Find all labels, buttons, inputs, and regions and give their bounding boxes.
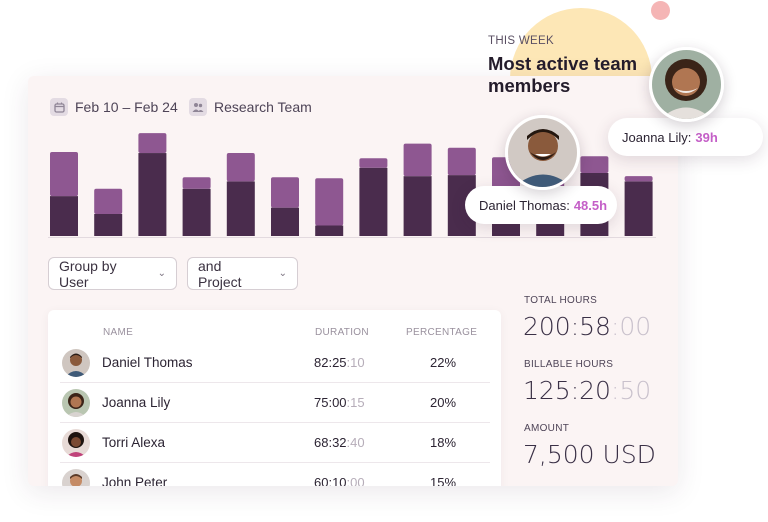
member-duration: 68:32:40 <box>314 435 365 450</box>
group-by-user-dropdown[interactable]: Group by User ⌄ <box>48 257 177 290</box>
column-header-percentage[interactable]: PERCENTAGE <box>406 327 478 338</box>
bar-segment-top <box>315 178 344 226</box>
member-name: Joanna Lily <box>102 395 171 410</box>
members-table: NAME DURATION PERCENTAGE Daniel Thomas 8… <box>48 310 501 486</box>
column-header-duration[interactable]: DURATION <box>315 327 369 338</box>
member-percentage: 20% <box>430 395 457 410</box>
table-row[interactable]: Torri Alexa 68:32:40 18% <box>60 423 490 463</box>
bar-segment-base <box>138 153 167 236</box>
decorative-pink-dot <box>651 1 670 20</box>
billable-hours-value: 125:20:50 <box>523 376 652 405</box>
calendar-icon <box>50 98 68 116</box>
bar-segment-base <box>359 167 388 236</box>
avatar-daniel <box>505 115 580 190</box>
most-active-title: Most active team members <box>488 53 638 96</box>
billable-hours-label: BILLABLE HOURS <box>524 359 614 370</box>
bar-segment-base <box>50 196 78 236</box>
member-hours-pill-daniel: Daniel Thomas: 48.5h <box>465 186 617 224</box>
bar-segment-base <box>271 207 299 236</box>
team-icon <box>189 98 207 116</box>
bar-segment-top <box>359 158 388 168</box>
bar-segment-base <box>226 181 255 236</box>
pill-member-hours: 39h <box>695 129 718 145</box>
bar-segment-top <box>50 152 78 197</box>
avatar <box>62 469 90 486</box>
team-label: Research Team <box>214 99 312 115</box>
group-by-label: Group by User <box>59 257 117 290</box>
table-row[interactable]: Joanna Lily 75:00:15 20% <box>60 383 490 423</box>
member-duration: 82:25:10 <box>314 355 365 370</box>
bar-segment-base <box>624 181 653 236</box>
member-duration: 75:00:15 <box>314 395 365 410</box>
bar-segment-base <box>315 225 344 236</box>
table-row[interactable]: John Peter 60:10:00 15% <box>60 463 490 486</box>
avatar-joanna <box>649 47 724 122</box>
bar-segment-base <box>182 188 211 236</box>
and-project-label: and Project <box>198 257 242 290</box>
member-percentage: 15% <box>430 475 457 486</box>
date-range-picker[interactable]: Feb 10 – Feb 24 <box>50 98 178 116</box>
bar-segment-top <box>94 188 123 214</box>
bar-segment-base <box>403 176 432 236</box>
report-card: Feb 10 – Feb 24 Research Team Group by U… <box>28 76 678 486</box>
pill-member-name: Joanna Lily: <box>622 129 692 145</box>
avatar <box>62 349 90 377</box>
avatar <box>62 389 90 417</box>
table-row[interactable]: Daniel Thomas 82:25:10 22% <box>60 343 490 383</box>
bar-segment-top <box>271 177 299 208</box>
total-hours-value: 200:58:00 <box>523 312 652 341</box>
chevron-down-icon: ⌄ <box>157 268 166 279</box>
this-week-label: THIS WEEK <box>488 35 554 47</box>
chevron-down-icon: ⌄ <box>278 268 287 279</box>
and-project-dropdown[interactable]: and Project ⌄ <box>187 257 298 290</box>
pill-member-name: Daniel Thomas: <box>479 197 570 213</box>
bar-segment-top <box>580 156 609 173</box>
bar-segment-base <box>94 213 123 236</box>
member-hours-pill-joanna: Joanna Lily: 39h <box>608 118 763 156</box>
total-hours-label: TOTAL HOURS <box>524 295 598 306</box>
member-percentage: 18% <box>430 435 457 450</box>
member-duration: 60:10:00 <box>314 475 365 486</box>
column-header-name[interactable]: NAME <box>103 327 134 338</box>
member-percentage: 22% <box>430 355 457 370</box>
bar-segment-top <box>226 153 255 182</box>
team-selector[interactable]: Research Team <box>189 98 312 116</box>
member-name: Torri Alexa <box>102 435 166 450</box>
amount-value: 7,500 USD <box>523 440 656 469</box>
bar-segment-top <box>182 177 211 189</box>
avatar <box>62 429 90 457</box>
bar-segment-top <box>624 176 653 182</box>
chart-baseline <box>48 237 656 238</box>
date-range-label: Feb 10 – Feb 24 <box>75 99 178 115</box>
member-name: Daniel Thomas <box>102 355 193 370</box>
bar-segment-top <box>403 143 432 177</box>
amount-label: AMOUNT <box>524 423 570 434</box>
member-name: John Peter <box>102 475 168 486</box>
bar-segment-top <box>447 147 476 176</box>
hours-bar-chart <box>50 133 653 236</box>
pill-member-hours: 48.5h <box>573 197 608 213</box>
bar-segment-top <box>138 133 167 154</box>
